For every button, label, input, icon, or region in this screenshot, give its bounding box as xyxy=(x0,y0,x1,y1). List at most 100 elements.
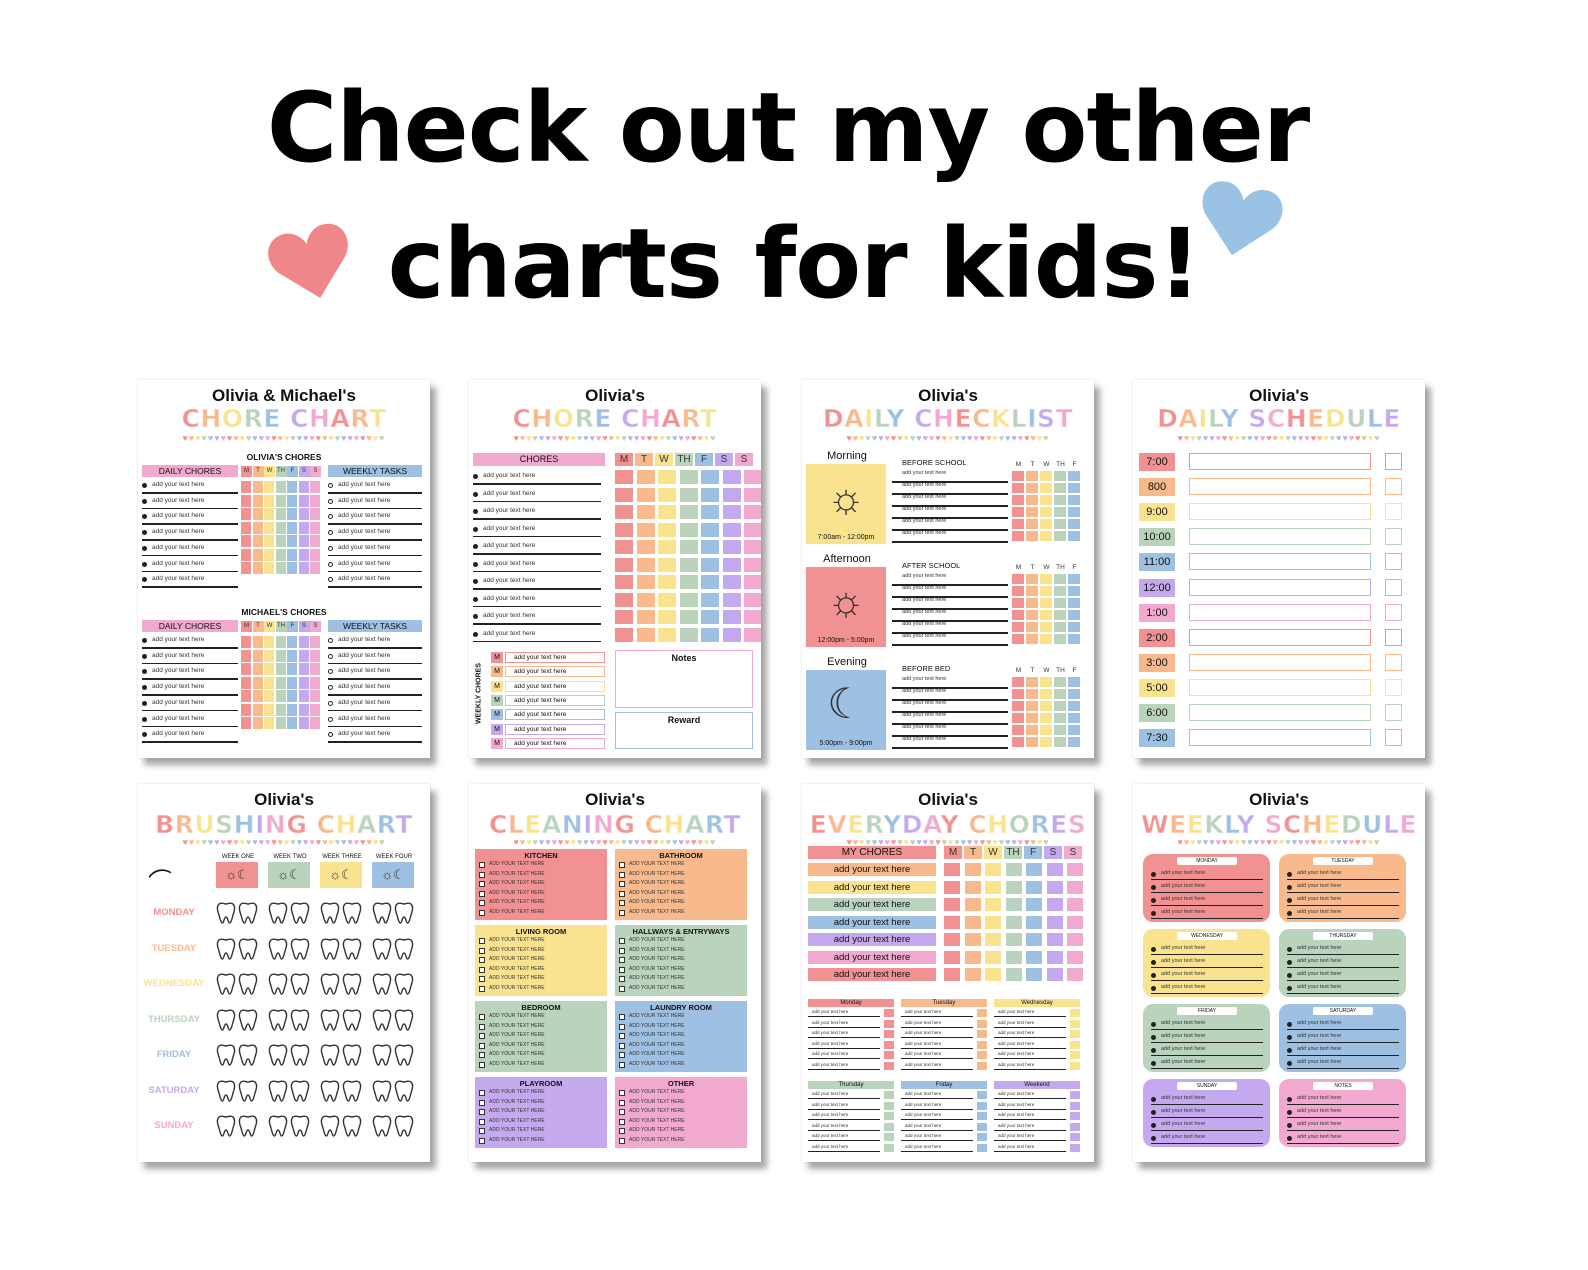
grid-cell xyxy=(615,610,633,624)
grid-cell xyxy=(252,508,263,520)
title-letter: H xyxy=(1285,404,1308,434)
grid-cell xyxy=(264,636,274,648)
heart-icon: ♥ xyxy=(353,838,361,847)
item-line xyxy=(994,1058,1066,1059)
heart-icon: ♥ xyxy=(372,434,380,443)
heart-icon: ♥ xyxy=(322,838,329,847)
room-item: ADD YOUR TEXT HERE xyxy=(629,985,685,991)
heart-icon: ♥ xyxy=(526,434,533,443)
item-line xyxy=(1287,905,1399,907)
time-label: 6:00 xyxy=(1139,704,1175,722)
title-letter: E xyxy=(1383,404,1401,434)
tooth-icon xyxy=(290,1044,310,1066)
title-letter: E xyxy=(1307,404,1325,434)
grid-cell xyxy=(310,703,320,716)
grid-cell xyxy=(275,676,286,689)
weekday-item: add your text here xyxy=(905,1143,942,1149)
heart-icon: ♥ xyxy=(258,434,265,443)
title-letter: G xyxy=(614,810,636,840)
title-letter: A xyxy=(844,404,864,434)
grid-cell xyxy=(275,535,286,547)
weekday-check xyxy=(884,1030,894,1038)
grid-cell xyxy=(1026,915,1042,929)
item-line xyxy=(1287,1130,1399,1132)
bullet xyxy=(142,577,147,583)
day-box-item: add your text here xyxy=(1297,958,1342,964)
hearts-divider: ♥♥♥♥♥♥♥♥♥♥♥♥♥♥♥♥♥♥♥♥♥♥♥♥♥♥♥♥♥♥♥♥ xyxy=(477,434,753,443)
grid-cell xyxy=(636,522,655,537)
grid-cell xyxy=(1012,574,1024,584)
title-letter xyxy=(905,404,914,433)
weekday-check xyxy=(1070,1030,1080,1038)
grid-cell xyxy=(964,898,981,911)
checkbox xyxy=(619,881,625,888)
grid-cell xyxy=(264,649,274,662)
checkbox xyxy=(619,900,625,907)
title-letter: W xyxy=(1141,810,1170,840)
weekday-check xyxy=(1070,1051,1080,1059)
grid-cell xyxy=(1046,933,1063,946)
bullet xyxy=(1287,973,1292,978)
heart-icon: ♥ xyxy=(1317,434,1324,443)
grid-cell xyxy=(679,470,698,484)
item-text: add your text here xyxy=(902,506,947,512)
item-line xyxy=(901,1108,973,1110)
day-box-label: NOTES xyxy=(1313,1082,1373,1090)
grid-cell xyxy=(658,487,676,502)
heart-icon: ♥ xyxy=(557,838,565,847)
grid-cell xyxy=(1040,634,1052,644)
title-letter: H xyxy=(639,404,662,434)
grid-cell xyxy=(1068,689,1080,699)
grid-cell xyxy=(679,557,698,572)
heart-icon: ♥ xyxy=(1329,838,1337,847)
checkbox xyxy=(619,1033,625,1040)
bullet xyxy=(473,614,478,619)
heart-icon: ♥ xyxy=(526,838,533,847)
weekday-check xyxy=(977,1061,987,1070)
card-title: CHORE CHART xyxy=(469,404,761,434)
grid-cell xyxy=(252,663,263,675)
item-line xyxy=(1287,954,1399,956)
grid-cell xyxy=(1054,725,1066,735)
room-title: BATHROOM xyxy=(659,851,703,860)
tooth-icon xyxy=(394,1044,414,1066)
tooth-icon xyxy=(216,1079,236,1102)
grid-cell xyxy=(1026,863,1042,876)
heart-icon: ♥ xyxy=(1240,434,1248,443)
grid-cell xyxy=(1026,701,1038,711)
heart-icon: ♥ xyxy=(271,838,278,847)
grid-cell xyxy=(1054,689,1066,699)
item-text: add your text here xyxy=(152,481,205,488)
tooth-icon xyxy=(290,1008,310,1031)
room-item: ADD YOUR TEXT HERE xyxy=(629,1051,685,1058)
weekday-item: add your text here xyxy=(998,1122,1035,1128)
heart-icon: ♥ xyxy=(1310,838,1318,847)
grid-cell xyxy=(1067,915,1083,929)
hearts-divider: ♥♥♥♥♥♥♥♥♥♥♥♥♥♥♥♥♥♥♥♥♥♥♥♥♥♥♥♥♥♥♥♥ xyxy=(1141,838,1417,847)
tooth-icon xyxy=(216,902,236,924)
item-line xyxy=(808,1037,880,1038)
heart-icon: ♥ xyxy=(884,434,891,443)
bullet xyxy=(1287,1136,1292,1141)
item-line xyxy=(473,588,601,590)
weekday-check xyxy=(977,1040,987,1049)
room-item: ADD YOUR TEXT HERE xyxy=(489,880,545,887)
bullet xyxy=(328,530,333,536)
grid-cell xyxy=(722,610,741,624)
heart-icon: ♥ xyxy=(1374,434,1381,443)
checkbox xyxy=(619,871,625,878)
grid-cell xyxy=(264,717,274,729)
title-letter: Y xyxy=(1220,404,1240,434)
day-header: TH xyxy=(1056,564,1065,571)
heart-icon: ♥ xyxy=(672,434,679,443)
grid-cell xyxy=(1012,610,1024,620)
tooth-icon xyxy=(320,937,340,960)
title-letter: R xyxy=(1030,810,1051,840)
heart-icon: ♥ xyxy=(992,434,999,443)
grid-cell xyxy=(636,470,655,484)
heart-icon: ♥ xyxy=(595,434,603,443)
heart-icon: ♥ xyxy=(954,838,961,847)
bullet xyxy=(473,491,478,497)
title-letter xyxy=(1255,810,1264,839)
grid-cell xyxy=(264,548,274,561)
